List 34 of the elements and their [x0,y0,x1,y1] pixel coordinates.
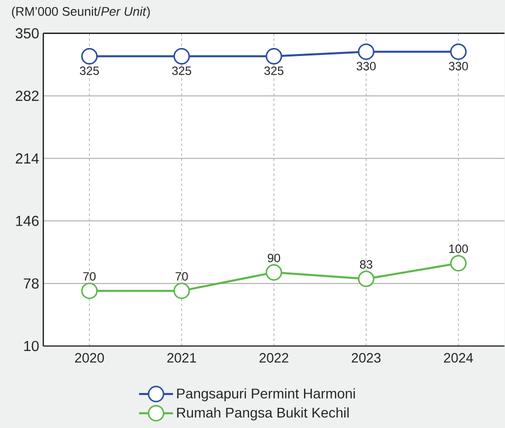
x-tick-label: 2021 [167,353,196,363]
x-tick-label: 2022 [260,353,288,363]
y-tick-label: 214 [16,153,39,164]
point [173,48,190,65]
x-tick-label: 2024 [444,353,474,363]
data-label: 325 [172,66,192,75]
point [266,264,282,281]
data-label: 325 [80,66,99,75]
data-label: 100 [449,244,468,254]
point [81,282,98,300]
x-tick-label: 2020 [75,353,104,363]
point [450,43,467,60]
legend-label: Rumah Pangsa Bukit Kechil [177,407,349,420]
y-tick-label: 78 [24,278,39,289]
legend-label: Pangsapuri Permint Harmoni [177,388,355,402]
y-tick-label: 282 [16,90,39,101]
data-label: 330 [448,62,468,70]
data-label: 325 [264,66,284,75]
data-label: 70 [83,272,96,281]
point [266,48,282,65]
point [173,282,190,300]
point [450,254,467,272]
x-tick-label: 2023 [352,353,381,363]
y-axis-title: (RM’000 Seunit/Per Unit) [12,6,150,18]
point [358,270,374,288]
data-label: 330 [356,62,376,70]
data-label: 90 [268,254,280,262]
data-label: 83 [360,260,372,269]
y-tick-label: 350 [16,28,39,38]
point [358,43,374,60]
point [81,48,98,65]
y-tick-label: 146 [16,216,39,226]
y-tick-label: 10 [24,340,39,352]
data-label: 70 [176,272,188,281]
